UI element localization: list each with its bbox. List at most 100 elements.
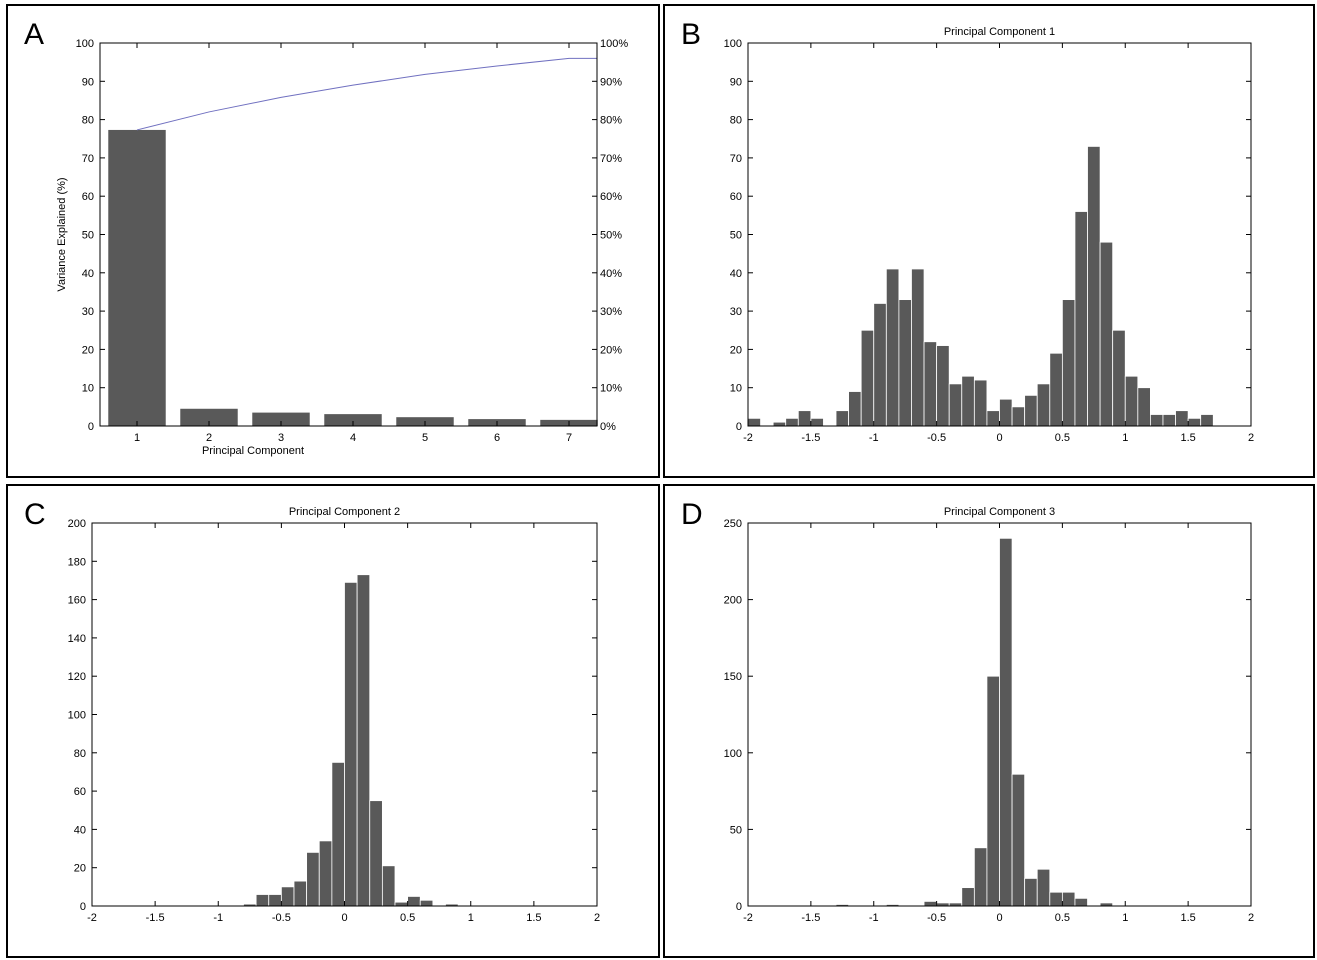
histogram-chart: Principal Component 3 -2 -1.5 -1 -0.5 0 0.5 1 1.… (724, 506, 1254, 924)
x-tick-label: 1 (134, 432, 140, 444)
histogram-bar (1049, 352, 1063, 427)
histogram-bar (797, 410, 812, 427)
x-tick-label: 7 (566, 432, 572, 444)
histogram-bar (1149, 414, 1164, 427)
y-tick-label: 150 (724, 671, 742, 683)
y-tick-label: 50 (730, 230, 742, 242)
panel-letter: B (681, 18, 702, 51)
histogram-bar (255, 894, 270, 907)
cumulative-variance-line (136, 57, 597, 131)
x-tick-label: 0.5 (1055, 912, 1070, 924)
histogram-bar (923, 901, 938, 907)
panel-c-histogram-pc2: C Principal Component 2 -2 -1.5 -1 -0.5 0 0.5 1… (6, 484, 660, 958)
y-tick-label: 30 (730, 306, 742, 318)
x-tick-label: 5 (422, 432, 428, 444)
y-tick-label: 80 (730, 115, 742, 127)
y-tick-label: 60 (82, 191, 94, 203)
histogram-chart: Principal Component 2 -2 -1.5 -1 -0.5 0 0.5 1 1.… (68, 506, 600, 924)
x-tick-label: -0.5 (927, 912, 946, 924)
histogram-bar (1061, 299, 1076, 427)
y-tick-label: 30 (82, 306, 94, 318)
histogram-bar (873, 303, 887, 427)
y-tick-label: 50 (730, 824, 742, 836)
y-tick-label: 100 (724, 38, 742, 50)
bar (324, 414, 382, 426)
panel-d-histogram-pc3: D Principal Component 3 -2 -1.5 -1 -0.5 0 0.5 1… (663, 484, 1315, 958)
y-tick-label: 100 (76, 38, 94, 50)
x-tick-label: 4 (350, 432, 356, 444)
x-tick-label: 6 (494, 432, 500, 444)
x-tick-label: 2 (1248, 432, 1254, 444)
histogram-bar (961, 887, 975, 907)
x-tick-label: -0.5 (272, 912, 291, 924)
y-tick-label: 20 (730, 344, 742, 356)
y2-tick-label: 70% (600, 153, 622, 165)
chart-title: Principal Component 2 (289, 506, 400, 518)
histogram-bar (1011, 773, 1026, 907)
histogram-bar (306, 851, 320, 907)
histogram-bar (293, 880, 308, 907)
y2-tick-label: 40% (600, 268, 622, 280)
chart-title: Principal Component 3 (944, 506, 1055, 518)
y2-tick-label: 100% (600, 38, 628, 50)
histogram-bar (381, 865, 396, 907)
y-tick-label: 70 (730, 153, 742, 165)
y-tick-label: 80 (74, 748, 86, 760)
histogram-bar (898, 299, 912, 427)
histogram-bar (948, 383, 963, 427)
x-tick-label: 0.5 (400, 912, 415, 924)
panel-letter: D (681, 498, 703, 531)
x-tick-label: 2 (594, 912, 600, 924)
histogram-bar (1124, 375, 1139, 427)
y-tick-label: 40 (74, 824, 86, 836)
y-tick-label: 60 (730, 191, 742, 203)
histogram-bar (810, 417, 824, 427)
y2-tick-label: 90% (600, 76, 622, 88)
histogram-bar (986, 410, 1000, 427)
histogram-bar (936, 345, 950, 427)
y-tick-label: 140 (68, 633, 86, 645)
y-tick-label: 0 (736, 901, 742, 913)
x-tick-label: -1 (869, 432, 879, 444)
y2-tick-label: 10% (600, 383, 622, 395)
panel-b-histogram-pc1: B Principal Component 1 -2 -1.5 -1 -0.5 0 0.5 1… (663, 4, 1315, 478)
y-tick-label: 40 (730, 268, 742, 280)
histogram-bar (268, 894, 282, 907)
histogram-bar (1087, 146, 1101, 427)
histogram-chart: Principal Component 1 -2 -1.5 -1 -0.5 0 0.5 1 1.… (724, 26, 1254, 444)
histogram-bar (860, 329, 875, 427)
chart-title: Principal Component 1 (944, 26, 1055, 38)
y-tick-label: 10 (730, 383, 742, 395)
y-tick-label: 20 (74, 863, 86, 875)
y2-tick-label: 20% (600, 344, 622, 356)
y-axis-label: Variance Explained (%) (56, 177, 68, 291)
x-tick-label: 2 (1248, 912, 1254, 924)
x-tick-label: 0 (996, 912, 1002, 924)
histogram-bar (1112, 329, 1126, 427)
x-tick-label: 0 (996, 432, 1002, 444)
histogram-bar (1061, 891, 1076, 907)
y-tick-label: 100 (68, 710, 86, 722)
histogram-bar (747, 417, 761, 427)
histogram-bar (973, 847, 988, 907)
y-tick-label: 0 (80, 901, 86, 913)
histogram-bar (999, 537, 1013, 907)
y-tick-label: 70 (82, 153, 94, 165)
histogram-bar (911, 268, 925, 427)
y-tick-label: 120 (68, 671, 86, 683)
histogram-bar (1011, 406, 1026, 427)
histogram-bar (1074, 211, 1088, 427)
y2-tick-label: 0% (600, 421, 616, 433)
histogram-bar (961, 375, 975, 427)
y-tick-label: 60 (74, 786, 86, 798)
y-tick-label: 200 (68, 518, 86, 530)
scree-chart: 1 2 3 4 5 6 70 0%10 10%20 20%30 30%40 40%50 50%60 60%… (56, 38, 628, 457)
x-tick-label: 1 (1122, 432, 1128, 444)
x-tick-label: -0.5 (927, 432, 946, 444)
histogram-bar (331, 761, 345, 907)
y-tick-label: 250 (724, 518, 742, 530)
x-tick-label: 1 (468, 912, 474, 924)
y2-tick-label: 60% (600, 191, 622, 203)
histogram-bar (835, 410, 849, 427)
x-tick-label: -1.5 (146, 912, 165, 924)
